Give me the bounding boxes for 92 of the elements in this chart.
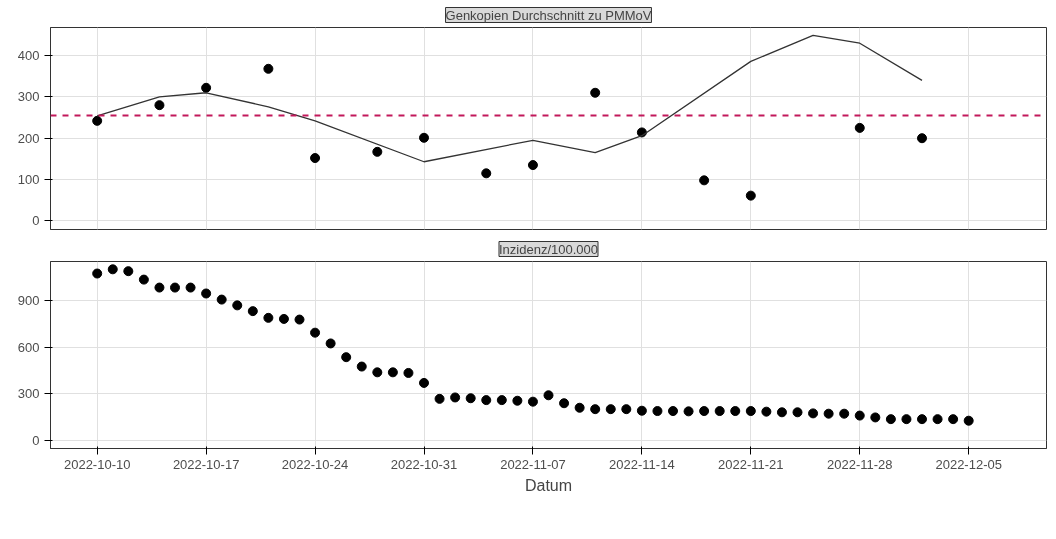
point — [201, 288, 212, 299]
point — [372, 146, 383, 157]
point — [854, 122, 865, 133]
point — [403, 367, 414, 378]
point — [123, 266, 134, 277]
y-tick-label: 100 — [17, 172, 40, 188]
point — [590, 404, 601, 415]
point — [434, 393, 445, 404]
point — [932, 414, 943, 425]
x-tick-label: 2022-11-07 — [500, 456, 566, 472]
point — [730, 406, 741, 417]
point — [745, 190, 756, 201]
point — [481, 395, 492, 406]
y-tick-label: 0 — [32, 213, 40, 229]
point — [699, 175, 710, 186]
chart-title: Inzidenz/100.000 — [498, 241, 599, 257]
point — [294, 314, 305, 325]
point — [481, 168, 492, 179]
x-tick-label: 2022-11-14 — [609, 456, 675, 472]
point — [107, 264, 118, 275]
point — [636, 405, 647, 416]
point — [154, 282, 165, 293]
point — [419, 132, 429, 143]
point — [419, 377, 429, 388]
point — [341, 352, 352, 363]
point — [170, 282, 180, 293]
y-tick-label: 900 — [17, 292, 40, 308]
point — [527, 160, 538, 171]
point — [512, 395, 523, 406]
x-tick-label: 2022-10-17 — [172, 456, 240, 472]
y-tick-label: 600 — [17, 339, 40, 355]
point — [232, 300, 243, 311]
point — [948, 414, 959, 425]
point — [870, 412, 881, 423]
point — [185, 282, 196, 293]
point — [652, 406, 663, 417]
x-tick-label: 2022-11-21 — [718, 456, 784, 472]
point — [901, 414, 912, 425]
point — [247, 306, 258, 317]
point — [808, 408, 819, 419]
point — [527, 396, 538, 407]
point — [278, 313, 289, 324]
point — [917, 133, 927, 144]
point — [372, 367, 383, 378]
point — [683, 406, 694, 417]
point — [216, 294, 227, 305]
point — [917, 414, 927, 425]
point — [387, 367, 398, 378]
point — [699, 406, 710, 417]
point — [496, 395, 507, 406]
point — [92, 115, 103, 126]
chart-title: Genkopien Durchschnitt zu PMMoV — [445, 7, 652, 23]
point — [325, 338, 336, 349]
point — [745, 406, 756, 417]
point — [839, 408, 850, 419]
x-tick-label: 2022-10-24 — [281, 456, 349, 472]
point — [465, 393, 476, 404]
y-tick-label: 200 — [17, 130, 40, 146]
x-tick-label: 2022-10-31 — [390, 456, 458, 472]
y-tick-label: 400 — [17, 48, 40, 64]
point — [138, 274, 149, 285]
y-tick-label: 300 — [17, 89, 40, 105]
point — [590, 87, 601, 98]
point — [963, 415, 974, 426]
point — [792, 407, 803, 418]
point — [605, 404, 616, 415]
point — [310, 327, 321, 338]
point — [714, 406, 725, 417]
point — [854, 410, 865, 421]
point — [310, 153, 321, 164]
x-tick-label: 2022-12-05 — [935, 456, 1002, 472]
point — [154, 100, 165, 111]
point — [885, 414, 896, 425]
point — [823, 408, 834, 419]
point — [263, 63, 274, 74]
point — [201, 82, 212, 93]
point — [621, 404, 632, 415]
point — [559, 398, 570, 409]
point — [761, 406, 772, 417]
y-tick-label: 300 — [17, 386, 40, 402]
point — [450, 392, 461, 403]
x-tick-label: 2022-10-10 — [63, 456, 131, 472]
y-tick-label: 0 — [32, 433, 40, 449]
x-tick-label: 2022-11-28 — [826, 456, 893, 472]
point — [776, 407, 787, 418]
point — [263, 312, 274, 323]
point — [574, 402, 585, 413]
point — [668, 406, 678, 417]
x-axis-title: Datum — [524, 476, 573, 494]
point — [543, 390, 554, 401]
point — [356, 361, 367, 372]
point — [92, 268, 103, 279]
